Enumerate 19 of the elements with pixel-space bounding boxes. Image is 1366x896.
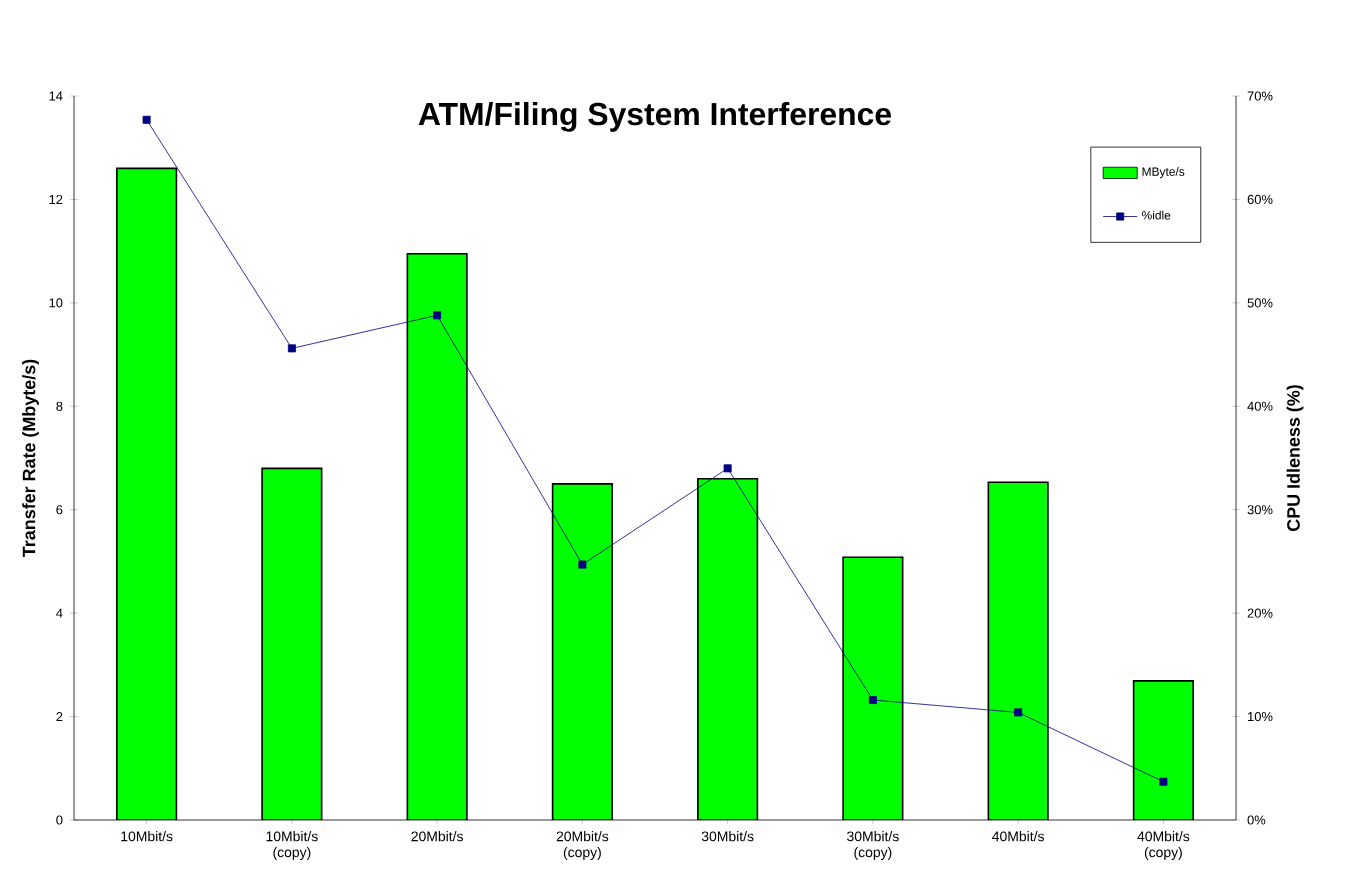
bar <box>551 483 613 820</box>
bar <box>697 477 759 820</box>
point <box>868 696 877 705</box>
y2-axis-title: CPU Idleness (%) <box>1286 385 1304 531</box>
bar <box>1132 680 1194 820</box>
point <box>433 311 442 320</box>
bar <box>842 556 904 820</box>
bar <box>406 252 468 820</box>
bar <box>116 167 178 820</box>
point <box>1159 777 1168 786</box>
point <box>723 464 732 473</box>
point <box>287 344 296 353</box>
point <box>1014 708 1023 717</box>
y-axis-title: Transfer Rate (Mbyte/s) <box>22 359 39 557</box>
bar <box>261 467 323 820</box>
chart-title: ATM/Filing System Interference <box>418 101 891 132</box>
point <box>142 115 151 124</box>
point <box>578 560 587 569</box>
bar <box>987 481 1049 820</box>
